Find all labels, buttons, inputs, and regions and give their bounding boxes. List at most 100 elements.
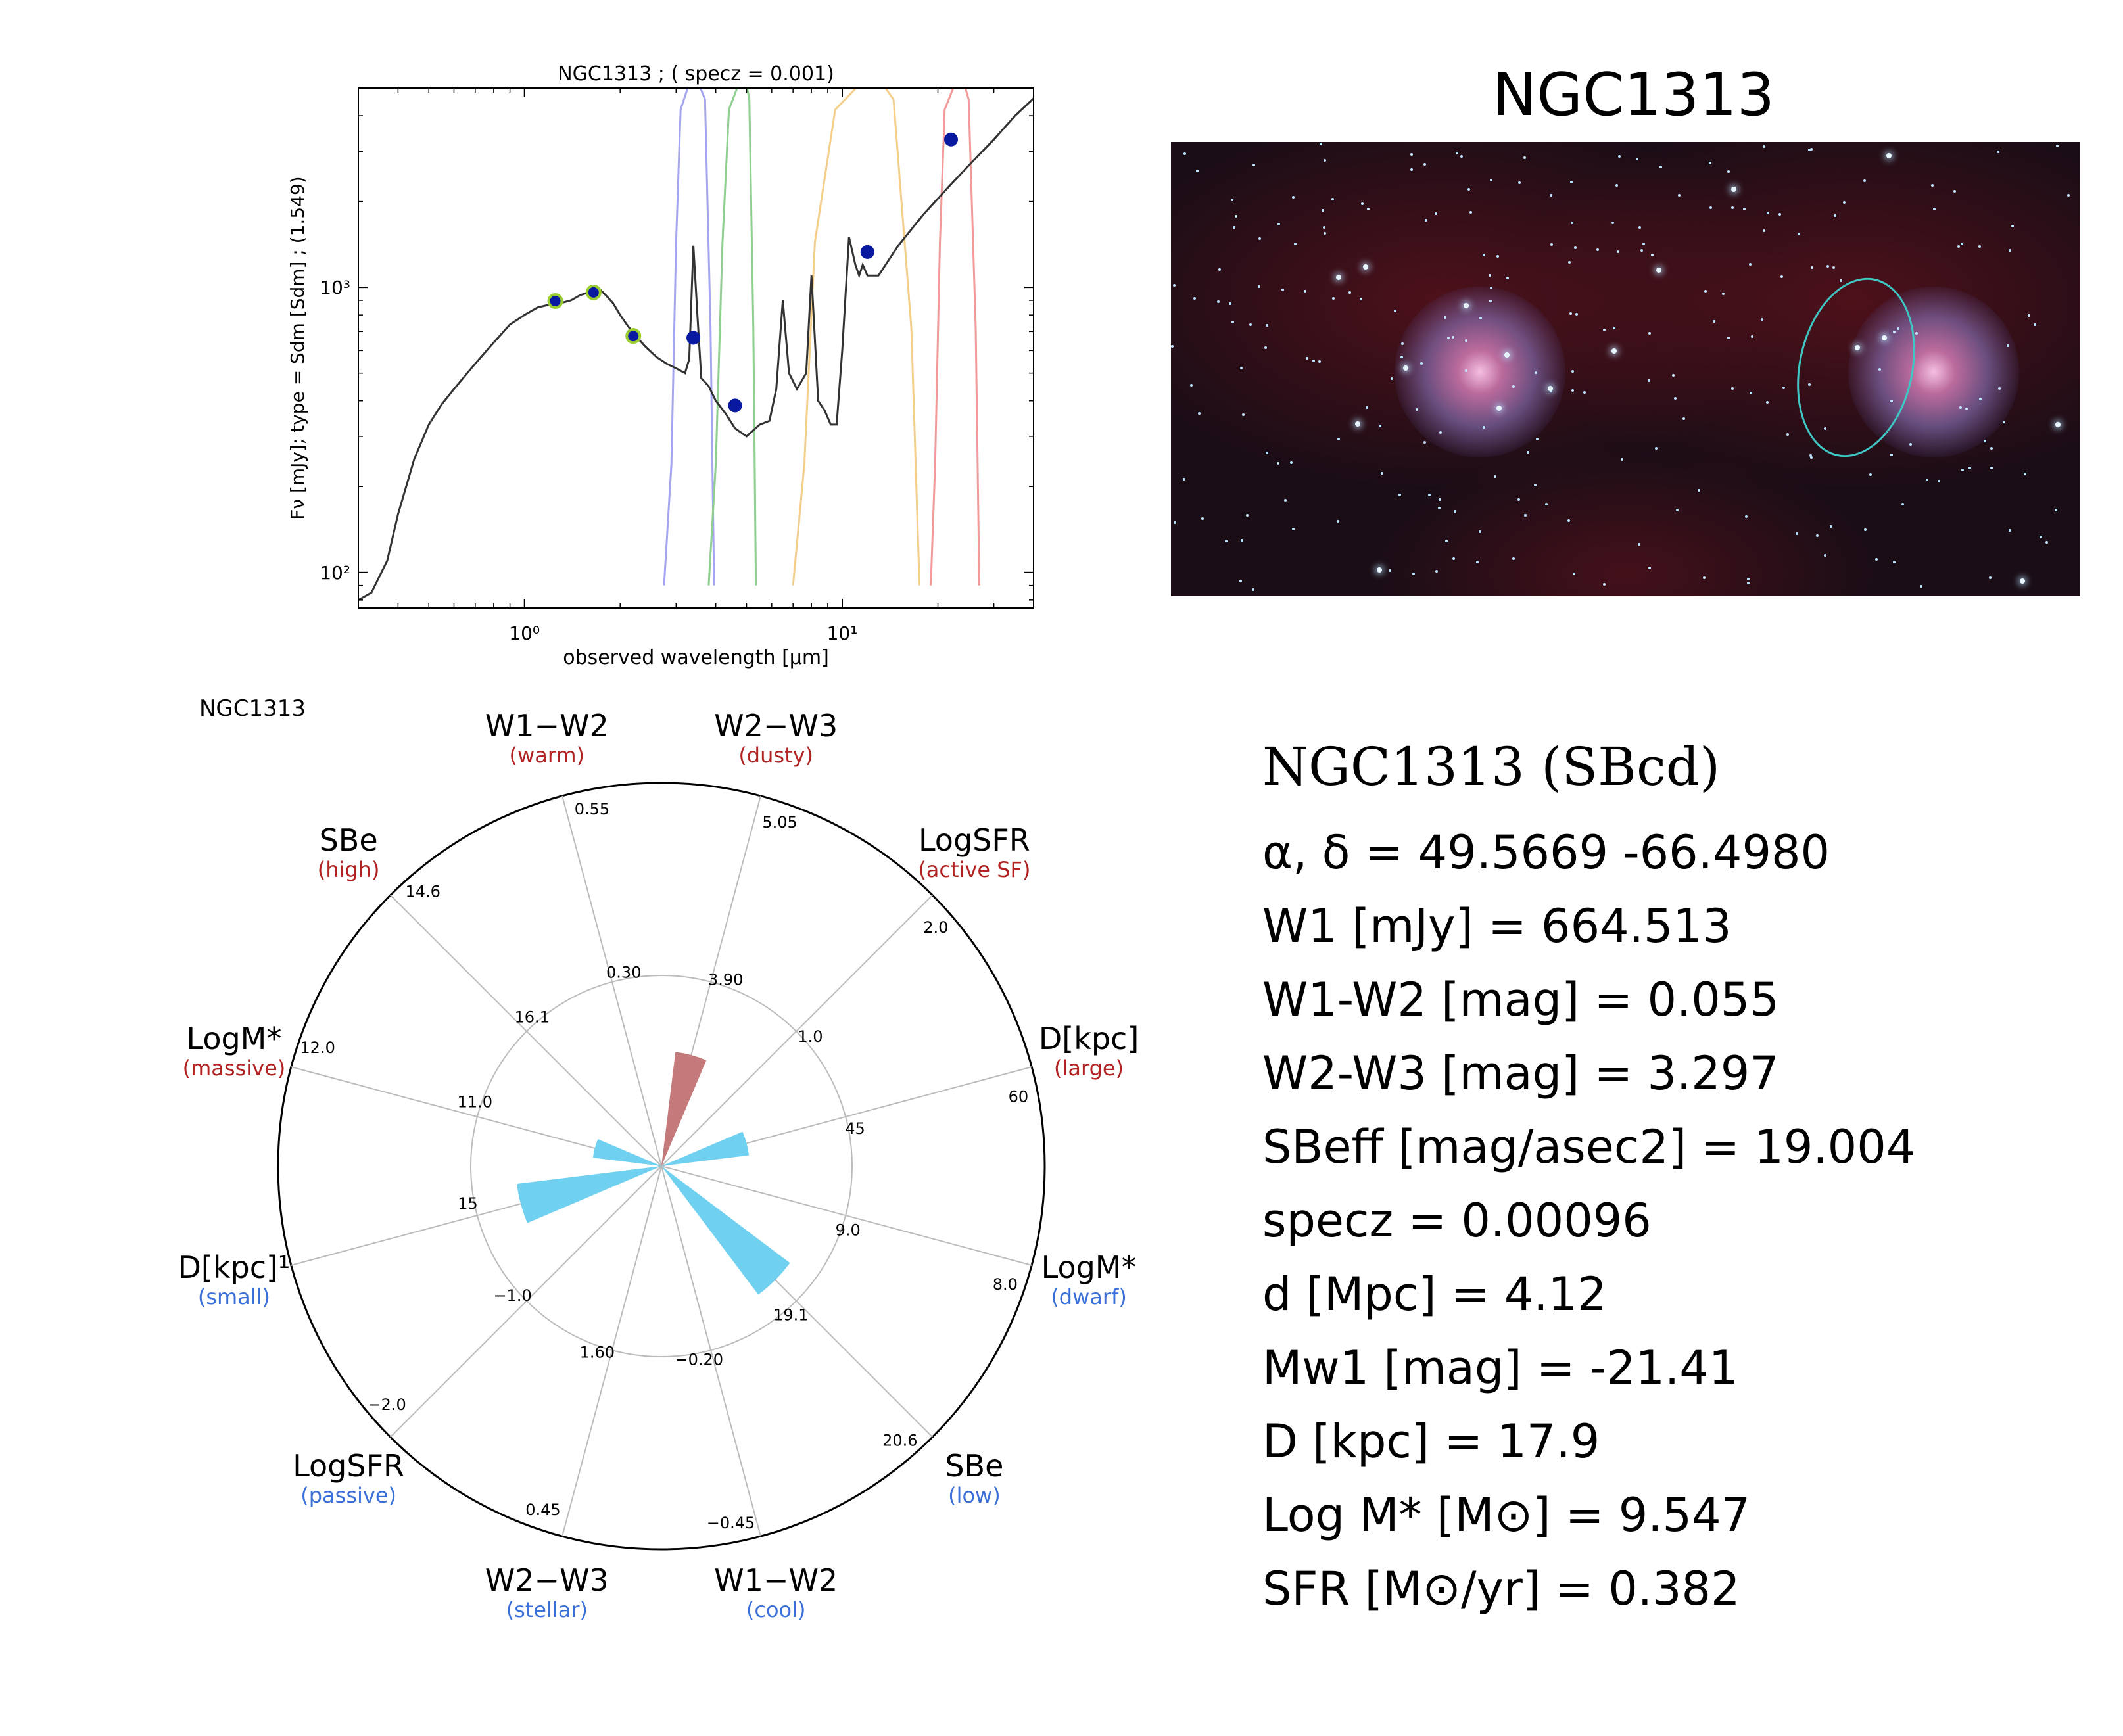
radar-inner-tick: 15 xyxy=(458,1194,478,1213)
star xyxy=(1233,225,1236,229)
star xyxy=(1266,324,1269,327)
radar-inner-circle xyxy=(470,975,853,1357)
star xyxy=(1596,248,1600,251)
star xyxy=(1363,264,1369,270)
star xyxy=(1709,206,1712,210)
star xyxy=(1412,573,1415,576)
sed-xlabel: observed wavelength [μm] xyxy=(563,646,829,669)
star xyxy=(1229,302,1232,305)
star xyxy=(1443,316,1446,319)
radar-inner-tick: −0.20 xyxy=(675,1350,723,1369)
star xyxy=(1745,515,1748,519)
star xyxy=(1815,534,1819,538)
star xyxy=(1886,152,1892,158)
star xyxy=(1460,154,1463,158)
star xyxy=(1423,162,1427,166)
star xyxy=(1747,577,1750,580)
star xyxy=(1702,576,1706,579)
sed-point xyxy=(547,293,563,310)
star xyxy=(1613,326,1616,329)
sed-xtick-label: 10¹ xyxy=(827,622,858,644)
star xyxy=(1379,425,1382,428)
star xyxy=(1826,265,1829,268)
star xyxy=(1682,417,1685,420)
radar-outer-tick: 60 xyxy=(1009,1087,1029,1106)
star xyxy=(1863,179,1866,183)
star xyxy=(1544,503,1548,506)
radar-axis-label: LogSFR xyxy=(918,822,1030,858)
star xyxy=(1284,499,1287,502)
star xyxy=(1603,329,1606,332)
star xyxy=(1765,401,1769,404)
star xyxy=(1548,386,1554,392)
star xyxy=(1323,158,1326,162)
star xyxy=(1961,242,1964,245)
star xyxy=(1832,266,1836,269)
star xyxy=(1171,344,1174,348)
star xyxy=(1488,273,1491,277)
star xyxy=(1569,181,1573,184)
star xyxy=(1642,243,1645,246)
star xyxy=(1425,218,1428,222)
star xyxy=(1603,582,1606,586)
star xyxy=(1990,447,1993,450)
star xyxy=(1892,330,1896,333)
star xyxy=(1416,408,1419,411)
star xyxy=(1439,498,1442,501)
radar-outer-tick: 12.0 xyxy=(300,1039,335,1057)
star xyxy=(1890,454,1894,457)
radar-axis-label: SBe xyxy=(320,822,378,858)
star xyxy=(1807,149,1811,151)
radar-spoke xyxy=(661,895,933,1167)
star xyxy=(1217,300,1220,303)
radar-axis-label: D[kpc] xyxy=(1039,1021,1139,1056)
radar-spoke xyxy=(291,1066,662,1167)
star xyxy=(1648,331,1652,335)
star xyxy=(1292,195,1295,199)
galaxy-image xyxy=(1171,142,2080,596)
star xyxy=(1730,387,1734,390)
star xyxy=(1336,274,1342,280)
star xyxy=(1241,538,1244,542)
star xyxy=(1252,163,1255,166)
star xyxy=(1231,321,1234,324)
radar-outer-tick: 0.55 xyxy=(575,800,609,818)
info-logm: Log M* [M⊙] = 9.547 xyxy=(1262,1488,1751,1542)
star xyxy=(1464,339,1467,342)
radar-spoke xyxy=(661,1165,761,1537)
star xyxy=(1748,262,1752,266)
star xyxy=(1281,289,1284,292)
star xyxy=(1231,198,1234,201)
star xyxy=(1218,268,1221,271)
filter-w4-curve xyxy=(930,88,980,586)
star xyxy=(1575,313,1579,316)
star xyxy=(1751,335,1754,339)
radar-axis-label: LogM* xyxy=(187,1021,282,1056)
star xyxy=(2055,422,2061,428)
info-distance-mpc: d [Mpc] = 4.12 xyxy=(1262,1267,1607,1321)
radar-spoke xyxy=(561,1165,662,1537)
star xyxy=(1571,389,1575,392)
star xyxy=(2020,578,2026,584)
star xyxy=(1518,181,1521,184)
info-diameter: D [kpc] = 17.9 xyxy=(1262,1415,1600,1468)
info-w1w2: W1-W2 [mag] = 0.055 xyxy=(1262,973,1779,1027)
star xyxy=(1246,513,1249,517)
star xyxy=(1795,532,1798,536)
radar-wedge xyxy=(661,1131,750,1166)
star xyxy=(1811,266,1814,270)
star xyxy=(1550,243,1553,246)
star xyxy=(1864,528,1867,531)
star xyxy=(1234,214,1237,218)
star xyxy=(1636,158,1639,161)
star xyxy=(1961,468,1965,471)
sed-point xyxy=(585,284,602,300)
star xyxy=(1909,443,1912,446)
star xyxy=(1615,183,1618,187)
star xyxy=(2008,249,2011,252)
radar-spoke xyxy=(661,795,761,1167)
star xyxy=(1336,520,1339,523)
radar-axis-sublabel: (large) xyxy=(1054,1056,1124,1081)
star xyxy=(1504,352,1510,358)
star xyxy=(1569,312,1573,316)
